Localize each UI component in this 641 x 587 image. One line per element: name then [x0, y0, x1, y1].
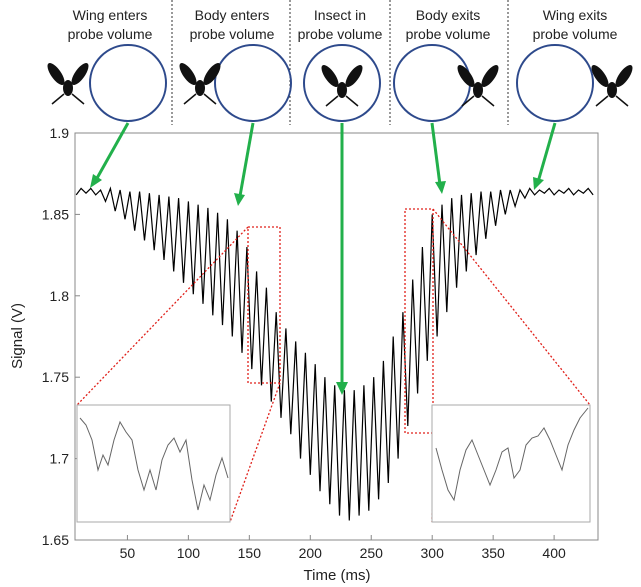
insect [47, 62, 89, 105]
insect [457, 64, 499, 107]
x-tick-label: 50 [120, 545, 136, 561]
panel-label: probe volume [533, 26, 618, 42]
x-tick-label: 150 [238, 545, 262, 561]
x-tick-label: 200 [299, 545, 323, 561]
inset-trace [79, 417, 229, 511]
x-tick-label: 100 [177, 545, 201, 561]
insect [321, 64, 363, 107]
arrow [430, 122, 442, 186]
panel-label: Body enters [195, 7, 270, 23]
zoom-box [404, 208, 434, 434]
zoom-line [432, 208, 591, 406]
x-tick-label: 350 [481, 545, 505, 561]
insects [47, 62, 633, 107]
probe-circle [214, 44, 292, 122]
probe-circle [393, 44, 471, 122]
panel-dividers [171, 0, 509, 125]
panel-label: Wing exits [543, 7, 608, 23]
insect [591, 64, 633, 107]
panel-label: probe volume [298, 26, 383, 42]
arrows [90, 122, 557, 395]
x-tick-label: 300 [421, 545, 445, 561]
inset-trace [435, 407, 589, 502]
arrow [94, 122, 130, 181]
y-tick-label: 1.65 [42, 532, 69, 548]
panel-label: probe volume [406, 26, 491, 42]
y-tick-label: 1.85 [42, 206, 69, 222]
panel-label: Insect in [314, 7, 366, 23]
zoom-box [247, 226, 281, 384]
inset-frame [76, 404, 231, 523]
x-axis-label: Time (ms) [304, 567, 371, 584]
panel-label: Wing enters [73, 7, 148, 23]
y-tick-label: 1.7 [50, 451, 70, 467]
ticks: 1.65 1.7 1.75 1.8 1.85 1.9 50 100 150 200 250 300 35… [42, 125, 566, 561]
insect [179, 62, 221, 105]
inset-right [431, 404, 591, 523]
panel-label: probe volume [190, 26, 275, 42]
y-tick-label: 1.8 [50, 288, 70, 304]
probe-circle [516, 44, 594, 122]
panel-label: probe volume [68, 26, 153, 42]
x-tick-label: 400 [542, 545, 566, 561]
signal-line [75, 186, 594, 521]
y-tick-label: 1.75 [42, 369, 69, 385]
zoom-line [229, 382, 281, 523]
zoom-line [76, 226, 249, 406]
inset-left [76, 404, 231, 523]
arrow [536, 122, 557, 183]
y-tick-label: 1.9 [50, 125, 70, 141]
plot-frame [74, 132, 599, 541]
probe-circle [303, 44, 381, 122]
arrow [238, 122, 255, 197]
panel-label: Body exits [416, 7, 481, 23]
probe-volumes [89, 44, 594, 122]
x-tick-label: 250 [360, 545, 384, 561]
probe-circle [89, 44, 167, 122]
y-axis-label: Signal (V) [9, 303, 26, 369]
panel-labels: Wing enters probe volume Body enters probe … [68, 7, 618, 42]
